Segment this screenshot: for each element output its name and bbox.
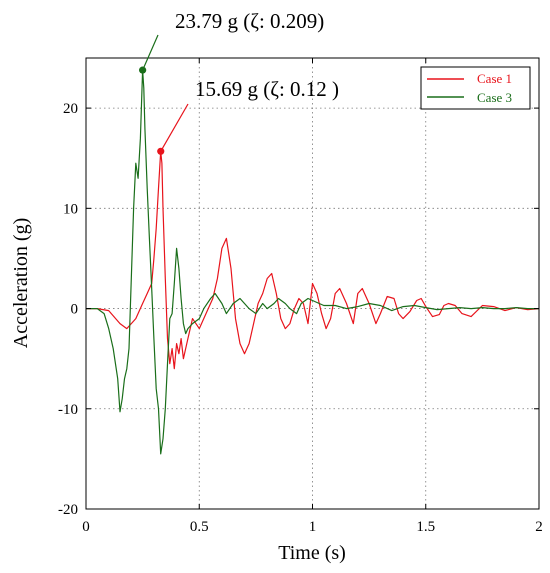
y-tick-label: 10 bbox=[63, 201, 78, 217]
legend-box bbox=[420, 66, 531, 110]
legend-label-case-1: Case 1 bbox=[477, 71, 512, 86]
y-tick-label: 20 bbox=[63, 101, 78, 117]
series-line-case-1 bbox=[86, 150, 540, 370]
y-tick-label: -10 bbox=[58, 402, 78, 418]
series-layer bbox=[86, 69, 540, 455]
legend-label-case-3: Case 3 bbox=[477, 90, 512, 105]
annotation-layer: 23.79 g (ζ: 0.209) 15.69 g (ζ: 0.12 ) bbox=[139, 9, 339, 155]
x-axis-title: Time (s) bbox=[278, 542, 346, 564]
y-tick-label: -20 bbox=[58, 502, 78, 518]
x-tick-label: 1 bbox=[309, 519, 317, 535]
peak-marker bbox=[157, 147, 165, 155]
peak-annotation-label: 23.79 g (ζ: 0.209) bbox=[175, 9, 324, 33]
annotation-leader bbox=[160, 103, 189, 152]
peak-annotation-label: 15.69 g (ζ: 0.12 ) bbox=[195, 77, 339, 101]
annotation-leader bbox=[142, 34, 159, 71]
series-line-case-3 bbox=[86, 69, 539, 455]
y-axis-title: Acceleration (g) bbox=[10, 218, 32, 348]
peak-marker bbox=[139, 66, 147, 74]
x-tick-label: 0 bbox=[82, 519, 90, 535]
x-tick-label: 1.5 bbox=[416, 519, 435, 535]
y-tick-label: 0 bbox=[71, 302, 79, 318]
x-tick-label: 0.5 bbox=[190, 519, 209, 535]
legend: Case 1 Case 3 bbox=[420, 66, 531, 110]
x-tick-label: 2 bbox=[535, 519, 543, 535]
tick-layer: 0 0.5 1 1.5 2 -20 -10 0 10 20 bbox=[58, 58, 543, 535]
